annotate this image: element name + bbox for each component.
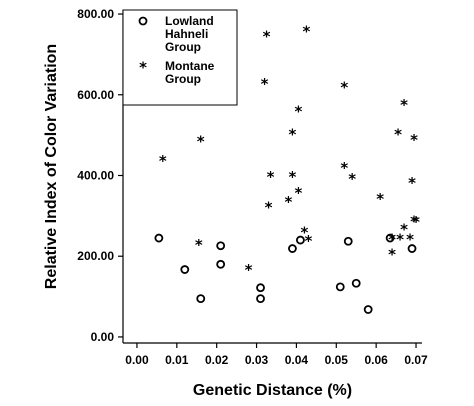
y-tick-label: 800.00 [77,7,114,21]
star-point: * [340,159,348,177]
legend-label: Group [165,40,201,54]
circle-point [256,294,265,304]
data-points: ******************************* [154,23,420,314]
legend-star-marker: * [139,59,147,77]
star-point: * [263,28,271,46]
star-point: * [285,193,293,211]
star-point: * [261,75,269,93]
star-point: * [348,170,356,188]
star-point: * [304,232,312,250]
circle-point [196,294,206,304]
star-point: * [265,198,273,216]
star-point: * [400,96,408,114]
series-lowland-hahneli [154,233,417,314]
star-point: * [197,132,205,150]
star-point: * [400,220,408,238]
circle-point [296,235,305,245]
star-point: * [340,78,348,96]
x-tick-label: 0.07 [404,353,428,367]
star-point: * [300,224,308,242]
legend-label: Lowland [165,14,214,28]
y-tick-label: 400.00 [77,168,114,182]
x-tick-label: 0.06 [364,353,388,367]
star-point: * [412,213,420,231]
circle-point [180,265,190,274]
star-point: * [410,212,418,230]
circle-point [407,244,417,253]
star-point: * [302,23,310,41]
star-point: * [267,168,275,186]
circle-point [385,233,395,243]
circle-point [256,283,265,293]
star-point: * [294,103,302,121]
circle-point [343,236,353,246]
y-axis-title: Relative Index of Color Variation [43,44,60,289]
circle-point [154,233,164,243]
legend-box [122,9,238,106]
legend-label: Montane [165,59,215,73]
circle-point [216,241,226,251]
star-point: * [376,190,384,208]
x-tick-label: 0.05 [325,353,349,367]
x-axis-ticks: 0.00 0.01 0.02 0.03 0.04 0.05 0.06 0.07 [125,343,428,367]
x-axis-title: Genetic Distance (%) [193,382,352,399]
y-axis-ticks: 0.00 200.00 400.00 600.00 800.00 [77,7,123,344]
series-montane: ******************************* [159,23,420,279]
legend-circle-marker [138,16,148,26]
legend-label: Group [165,72,201,86]
star-point: * [406,231,414,249]
star-point: * [408,174,416,192]
x-tick-label: 0.01 [165,353,189,367]
x-tick-label: 0.04 [285,353,309,367]
star-point: * [388,245,396,263]
star-point: * [289,168,297,186]
star-point: * [245,261,253,279]
x-tick-label: 0.02 [205,353,229,367]
y-tick-label: 0.00 [91,330,115,344]
x-tick-label: 0.00 [125,353,149,367]
circle-point [335,282,345,292]
star-point: * [394,126,402,144]
x-tick-label: 0.03 [245,353,269,367]
star-point: * [294,184,302,202]
y-tick-label: 600.00 [77,88,114,102]
circle-point [351,278,361,288]
star-point: * [410,131,418,149]
circle-point [363,305,373,314]
y-tick-label: 200.00 [77,249,114,263]
star-point: * [159,152,167,170]
star-point: * [388,231,396,249]
circle-point [216,259,226,269]
star-point: * [396,231,404,249]
legend-label: Hahneli [165,27,208,41]
star-point: * [289,126,297,144]
circle-point [288,244,297,253]
star-point: * [195,236,203,254]
